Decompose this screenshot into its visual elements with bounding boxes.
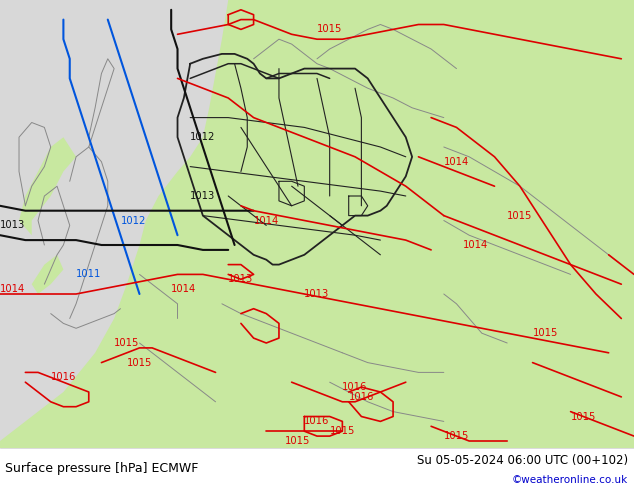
Text: 1014: 1014	[463, 240, 488, 250]
Text: 1015: 1015	[507, 211, 533, 220]
Text: 1013: 1013	[190, 191, 216, 201]
Text: 1014: 1014	[0, 284, 25, 294]
Text: 1014: 1014	[254, 216, 279, 225]
Text: 1015: 1015	[444, 431, 469, 441]
Text: 1013: 1013	[0, 220, 25, 230]
Text: 1011: 1011	[76, 270, 101, 279]
Text: 1012: 1012	[120, 216, 146, 225]
Polygon shape	[32, 255, 63, 294]
Text: 1013: 1013	[304, 289, 330, 299]
Text: 1014: 1014	[444, 157, 469, 167]
Polygon shape	[19, 137, 76, 235]
Text: 1015: 1015	[317, 24, 342, 34]
Text: 1015: 1015	[533, 328, 558, 338]
Text: 1015: 1015	[114, 338, 139, 348]
Text: 1014: 1014	[171, 284, 197, 294]
Bar	[0, 448, 634, 490]
Text: 1016: 1016	[342, 382, 368, 392]
Text: Surface pressure [hPa] ECMWF: Surface pressure [hPa] ECMWF	[5, 462, 198, 475]
Text: 1013: 1013	[228, 274, 254, 284]
Text: 1016: 1016	[51, 372, 76, 382]
Text: 1015: 1015	[330, 426, 355, 436]
Text: 1015: 1015	[127, 358, 152, 368]
Text: 1015: 1015	[571, 412, 596, 421]
Text: ©weatheronline.co.uk: ©weatheronline.co.uk	[512, 475, 628, 485]
Polygon shape	[279, 0, 349, 59]
Text: 1016: 1016	[349, 392, 374, 402]
Text: 1016: 1016	[304, 416, 330, 426]
Text: 1015: 1015	[285, 436, 311, 446]
Text: 1012: 1012	[190, 132, 216, 142]
Text: Su 05-05-2024 06:00 UTC (00+102): Su 05-05-2024 06:00 UTC (00+102)	[417, 454, 628, 466]
